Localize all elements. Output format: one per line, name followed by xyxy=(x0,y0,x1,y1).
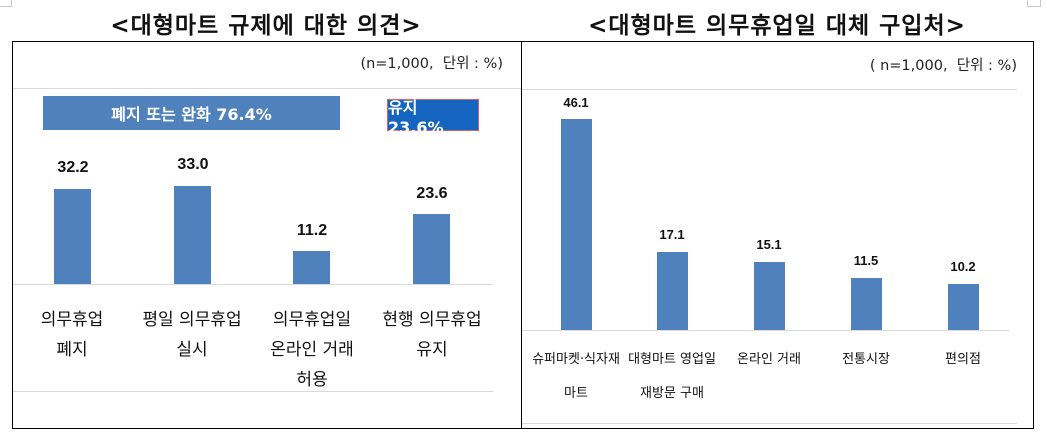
left-chart-title: <대형마트 규제에 대한 의견> xyxy=(110,13,422,39)
bar-value-label: 11.2 xyxy=(296,222,328,239)
right-unit-note: ( n=1,000, 단위 : %) xyxy=(869,58,1017,74)
category-label: 평일 의무휴업 실시 xyxy=(142,310,242,360)
category-label: 온라인 거래 xyxy=(737,352,801,367)
bar-traditional-market xyxy=(851,278,882,330)
left-x-axis xyxy=(13,284,493,285)
bar-supermarket xyxy=(561,119,592,330)
bar-value-label: 46.1 xyxy=(563,95,589,110)
bar-value-label: 15.1 xyxy=(756,237,782,252)
category-label: 의무휴업일 온라인 거래 허용 xyxy=(270,310,354,390)
right-header-divider xyxy=(522,89,1017,90)
right-x-axis xyxy=(522,330,1009,331)
left-bottom-divider xyxy=(13,391,493,392)
right-bottom-divider xyxy=(522,423,1017,424)
left-unit-note: (n=1,000, 단위 : %) xyxy=(360,56,503,72)
category-label: 대형마트 영업일 재방문 구매 xyxy=(628,352,716,401)
cell-corner-mark xyxy=(0,0,12,7)
bar-value-label: 32.2 xyxy=(57,159,89,176)
bar-convenience-store xyxy=(948,284,979,330)
left-chart-panel: (n=1,000, 단위 : %) 폐지 또는 완화 76.4% 유지 23.6… xyxy=(12,41,522,429)
bar-revisit-mart xyxy=(657,252,688,330)
abolish-or-relax-band: 폐지 또는 완화 76.4% xyxy=(43,96,340,130)
right-chart-panel: ( n=1,000, 단위 : %) 46.1 17.1 15.1 11.5 1… xyxy=(521,41,1034,429)
bar-keep-current xyxy=(413,214,450,284)
category-label: 편의점 xyxy=(945,352,981,367)
bar-allow-online xyxy=(293,251,330,284)
bar-weekday-holiday xyxy=(174,186,211,284)
category-label: 전통시장 xyxy=(842,352,890,367)
bar-value-label: 33.0 xyxy=(177,156,209,173)
category-label: 현행 의무휴업 유지 xyxy=(382,310,482,360)
bar-online xyxy=(754,262,785,330)
cell-corner-mark xyxy=(1027,0,1041,7)
maintain-box: 유지 23.6% xyxy=(387,98,479,137)
bar-value-label: 10.2 xyxy=(950,259,976,274)
bar-value-label: 11.5 xyxy=(853,253,879,268)
bar-abolish-holiday xyxy=(54,189,91,284)
category-label: 의무휴업 폐지 xyxy=(40,310,104,360)
bar-value-label: 17.1 xyxy=(659,227,685,242)
category-label: 슈퍼마켓·식자재 마트 xyxy=(532,352,620,401)
left-header-divider xyxy=(13,88,521,89)
right-chart-title: <대형마트 의무휴업일 대체 구입처> xyxy=(588,13,966,39)
bar-value-label: 23.6 xyxy=(416,185,448,202)
